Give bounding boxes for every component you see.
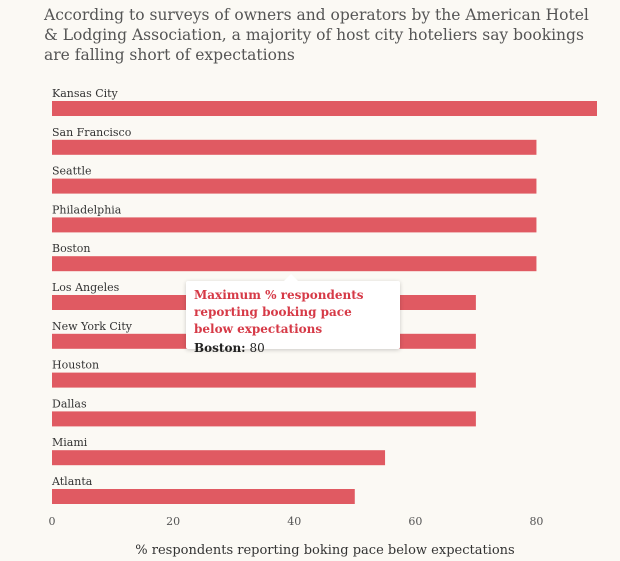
- bar[interactable]: [52, 101, 597, 116]
- tooltip: Maximum % respondents reporting booking …: [186, 274, 400, 355]
- bar[interactable]: [52, 256, 537, 272]
- category-label: New York City: [52, 320, 133, 333]
- bar[interactable]: [52, 372, 476, 388]
- x-tick-label: 80: [529, 515, 543, 528]
- category-label: Kansas City: [52, 87, 119, 100]
- category-label: Boston: [52, 242, 90, 255]
- tooltip-title: Maximum % respondents reporting booking …: [194, 288, 364, 336]
- bar[interactable]: [52, 217, 537, 233]
- category-label: Philadelphia: [52, 203, 122, 216]
- bars-group: Kansas City San Francisco Seattle Philadelp…: [51, 87, 597, 504]
- category-label: Houston: [52, 359, 99, 372]
- chart-title: According to surveys of owners and opera…: [44, 6, 589, 64]
- tooltip-category: Boston:: [194, 341, 246, 355]
- category-label: Los Angeles: [52, 281, 120, 294]
- bar[interactable]: [52, 411, 476, 427]
- tooltip-value: 80: [249, 341, 265, 355]
- x-axis-ticks: 0 20 40 60 80: [49, 515, 544, 528]
- bar[interactable]: [52, 139, 537, 155]
- category-label: Atlanta: [51, 475, 93, 488]
- tooltip-row: Boston: 80: [194, 340, 392, 357]
- bar[interactable]: [52, 489, 355, 504]
- bar[interactable]: [52, 178, 537, 194]
- category-label: San Francisco: [52, 126, 132, 139]
- x-tick-label: 20: [166, 515, 180, 528]
- x-tick-label: 40: [287, 515, 301, 528]
- x-axis-label: % respondents reporting boking pace belo…: [135, 543, 514, 558]
- bar[interactable]: [52, 450, 386, 466]
- category-label: Miami: [52, 436, 88, 449]
- category-label: Dallas: [52, 397, 87, 410]
- category-label: Seattle: [52, 165, 91, 178]
- x-tick-label: 0: [49, 515, 56, 528]
- x-tick-label: 60: [408, 515, 422, 528]
